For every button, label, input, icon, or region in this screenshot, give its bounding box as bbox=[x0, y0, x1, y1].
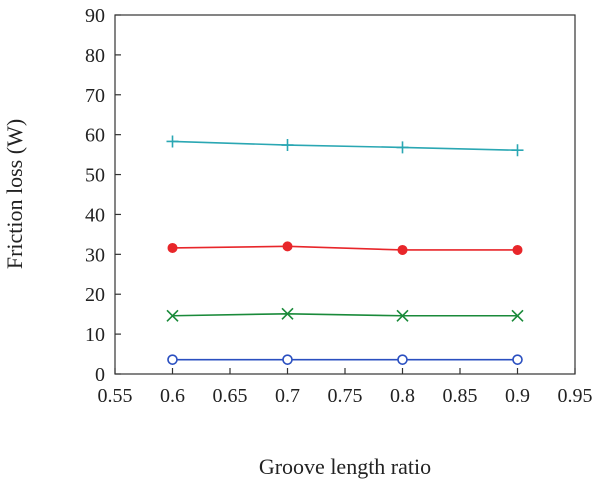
data-point bbox=[281, 307, 294, 320]
x-tick-label: 0.55 bbox=[98, 385, 133, 407]
data-point bbox=[397, 244, 408, 255]
series-2 bbox=[167, 241, 523, 255]
y-tick-label: 40 bbox=[85, 204, 105, 226]
series-3 bbox=[166, 307, 524, 322]
data-point bbox=[511, 309, 524, 322]
y-tick-label: 10 bbox=[85, 324, 105, 346]
data-point bbox=[396, 309, 409, 322]
y-tick-label: 80 bbox=[85, 45, 105, 67]
data-point bbox=[282, 354, 293, 365]
data-point bbox=[512, 354, 523, 365]
data-point bbox=[397, 354, 408, 365]
y-tick-label: 30 bbox=[85, 244, 105, 266]
x-axis: 0.55 0.6 0.65 0.7 0.75 0.8 0.85 0.9 0.95 bbox=[98, 368, 593, 407]
series-line bbox=[172, 312, 518, 317]
y-tick-label: 0 bbox=[95, 364, 105, 386]
data-point bbox=[167, 354, 178, 365]
series-line bbox=[172, 140, 518, 152]
data-point bbox=[166, 135, 179, 148]
data-point bbox=[282, 241, 293, 252]
x-tick-label: 0.8 bbox=[390, 385, 415, 407]
y-tick-label: 60 bbox=[85, 125, 105, 147]
plot-area bbox=[114, 14, 576, 375]
x-tick-label: 0.75 bbox=[328, 385, 363, 407]
y-tick-label: 20 bbox=[85, 284, 105, 306]
series-layer bbox=[166, 135, 524, 365]
y-tick-label: 90 bbox=[85, 5, 105, 27]
x-tick-label: 0.9 bbox=[505, 385, 530, 407]
x-axis-title: Groove length ratio bbox=[259, 454, 431, 479]
x-tick-label: 0.85 bbox=[443, 385, 478, 407]
y-axis-title: Friction loss (W) bbox=[2, 119, 27, 269]
series-1 bbox=[166, 135, 524, 157]
x-tick-label: 0.6 bbox=[160, 385, 185, 407]
y-tick-label: 50 bbox=[85, 165, 105, 187]
data-point bbox=[167, 242, 178, 253]
data-point bbox=[511, 144, 524, 157]
y-tick-label: 70 bbox=[85, 85, 105, 107]
x-tick-label: 0.95 bbox=[558, 385, 593, 407]
data-point bbox=[396, 141, 409, 154]
data-point bbox=[512, 244, 523, 255]
x-tick-label: 0.7 bbox=[275, 385, 300, 407]
data-point bbox=[281, 139, 294, 152]
y-axis: 0 10 20 30 40 50 60 70 80 90 bbox=[85, 5, 121, 386]
series-4 bbox=[167, 354, 523, 365]
x-tick-label: 0.65 bbox=[213, 385, 248, 407]
series-line bbox=[172, 245, 518, 251]
data-point bbox=[166, 309, 179, 322]
